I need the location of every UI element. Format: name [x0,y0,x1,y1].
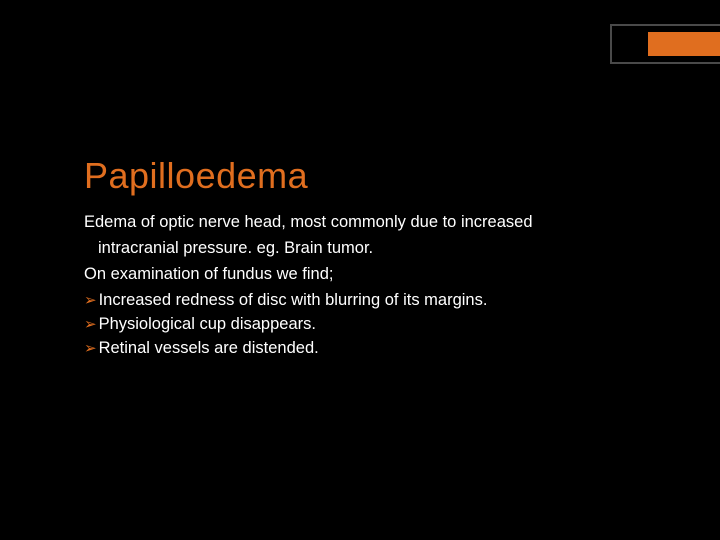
bullet-item: ➢ Increased redness of disc with blurrin… [84,289,650,313]
paragraph-line: Edema of optic nerve head, most commonly… [84,211,650,235]
corner-accent-bar [648,32,720,56]
bullet-text: Increased redness of disc with blurring … [99,289,488,313]
bullet-icon: ➢ [84,313,97,336]
slide-content: Papilloedema Edema of optic nerve head, … [84,155,650,361]
bullet-text: Physiological cup disappears. [99,313,316,337]
slide-title: Papilloedema [84,155,650,197]
bullet-text: Retinal vessels are distended. [99,337,319,361]
bullet-icon: ➢ [84,289,97,312]
bullet-item: ➢ Physiological cup disappears. [84,313,650,337]
paragraph-line: intracranial pressure. eg. Brain tumor. [84,237,650,261]
bullet-icon: ➢ [84,337,97,360]
paragraph-line: On examination of fundus we find; [84,263,650,287]
bullet-item: ➢ Retinal vessels are distended. [84,337,650,361]
